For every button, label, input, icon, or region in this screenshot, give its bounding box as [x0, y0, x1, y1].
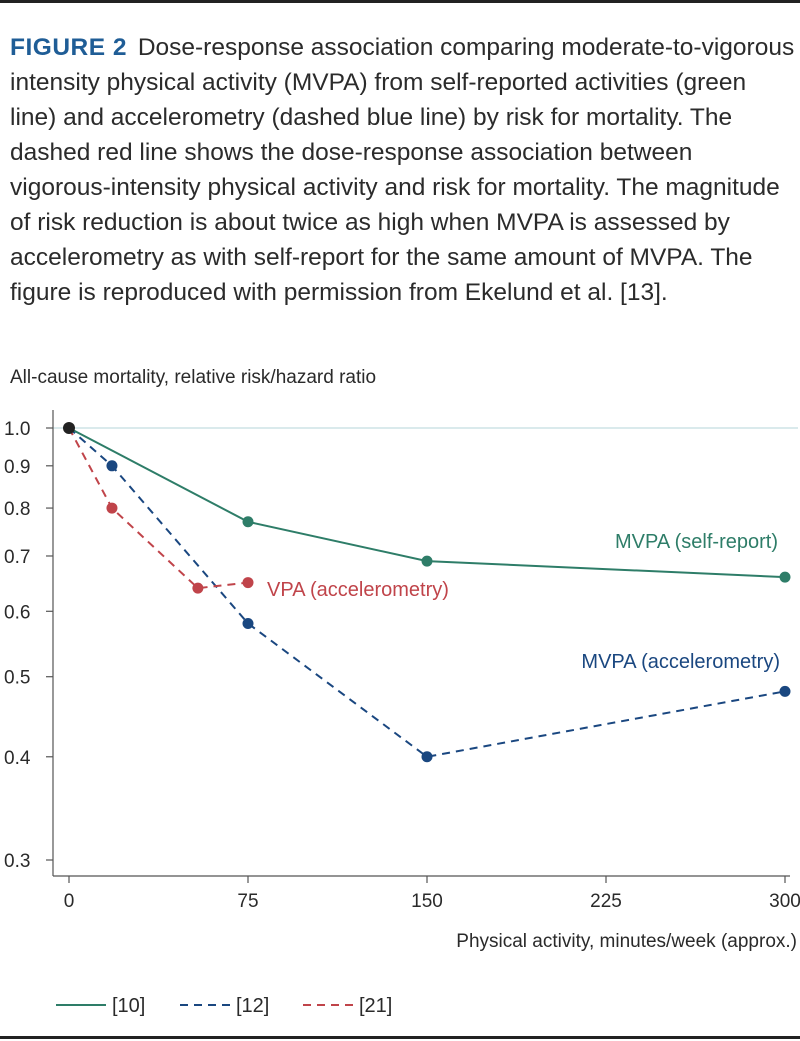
y-tick-label: 0.7 — [4, 547, 30, 568]
bottom-rule — [0, 1036, 800, 1039]
legend-label: [21] — [359, 995, 392, 1017]
data-point — [192, 582, 204, 594]
data-point — [421, 751, 433, 763]
y-tick-label: 0.4 — [4, 748, 31, 769]
x-tick-label: 225 — [590, 891, 622, 912]
top-rule — [0, 0, 800, 3]
y-tick-label: 0.3 — [4, 851, 30, 872]
y-tick-label: 0.5 — [4, 668, 30, 689]
figure-label: FIGURE 2 — [10, 34, 127, 61]
x-tick-label: 75 — [237, 891, 258, 912]
legend-label: [10] — [112, 995, 145, 1017]
origin-point — [63, 422, 75, 434]
legend-label: [12] — [236, 995, 269, 1017]
y-axis-label: All-cause mortality, relative risk/hazar… — [10, 367, 376, 388]
x-axis-label: Physical activity, minutes/week (approx.… — [456, 931, 797, 952]
data-point — [421, 555, 433, 567]
series-label: VPA (accelerometry) — [267, 579, 449, 601]
series-label: MVPA (self-report) — [615, 531, 778, 553]
series-line — [68, 427, 786, 758]
y-tick-label: 0.9 — [4, 457, 30, 478]
data-point — [106, 502, 118, 514]
chart: All-cause mortality, relative risk/hazar… — [4, 367, 800, 1017]
series-label: MVPA (accelerometry) — [581, 651, 780, 673]
caption-text: Dose-response association comparing mode… — [10, 34, 795, 306]
figure-caption: FIGURE 2 Dose-response association compa… — [10, 30, 795, 310]
x-tick-label: 300 — [769, 891, 800, 912]
data-point — [242, 516, 254, 528]
data-point — [779, 571, 791, 583]
series-line — [68, 427, 249, 590]
data-point — [242, 617, 254, 629]
data-point — [242, 577, 254, 589]
data-point — [106, 460, 118, 472]
x-tick-label: 150 — [411, 891, 443, 912]
y-tick-label: 0.8 — [4, 499, 30, 520]
x-tick-label: 0 — [64, 891, 75, 912]
series-line — [68, 427, 786, 579]
y-tick-label: 1.0 — [4, 419, 30, 440]
y-tick-label: 0.6 — [4, 602, 30, 623]
data-point — [779, 685, 791, 697]
